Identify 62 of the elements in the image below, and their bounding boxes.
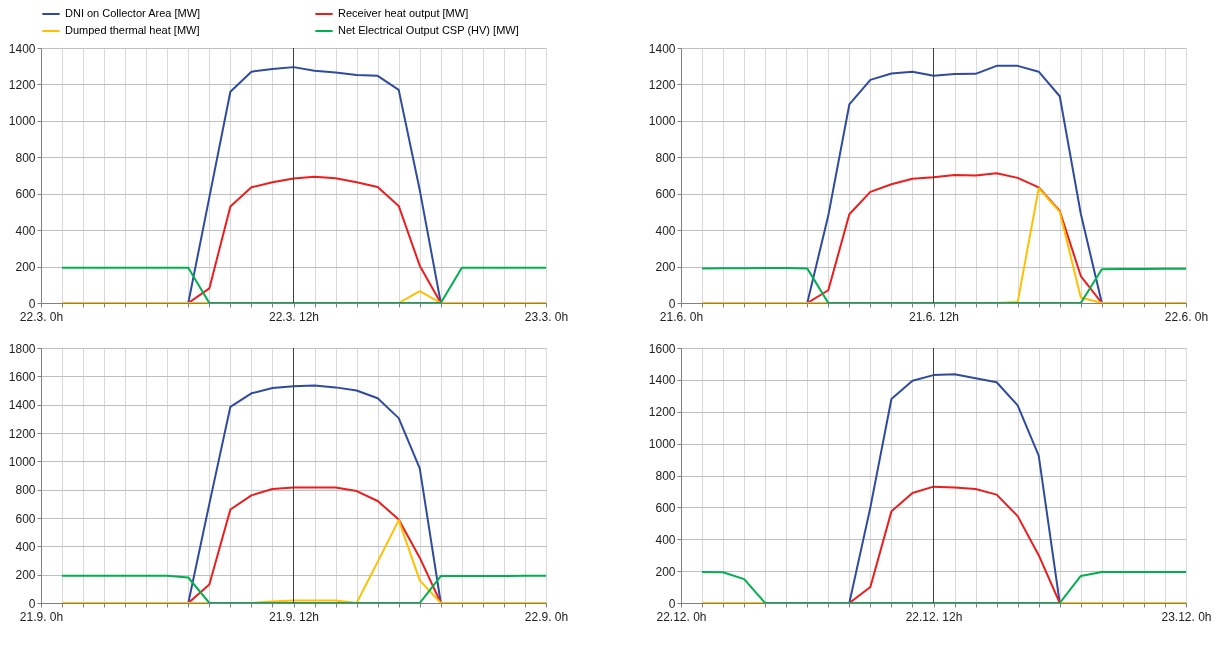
y-tick-label: 1600: [648, 341, 676, 356]
y-tick-label: 1400: [648, 373, 676, 388]
y-tick-label: 0: [668, 296, 676, 311]
line-series: [806, 172, 1103, 303]
x-tick-label: 22.6. 0h: [1164, 309, 1209, 324]
legend-label: Receiver heat output [MW]: [338, 7, 469, 19]
line-series: [187, 66, 442, 303]
y-tick-label: 800: [655, 469, 676, 483]
y-tick-label: 200: [15, 260, 36, 275]
y-tick-label: 1000: [8, 114, 36, 129]
legend-label: Dumped thermal heat [MW]: [65, 24, 200, 36]
x-tick-label: 22.12. 12h: [905, 609, 963, 624]
line-series: [848, 485, 1061, 603]
y-tick-label: 0: [668, 596, 676, 611]
y-tick-label: 400: [655, 223, 676, 238]
y-tick-label: 800: [15, 483, 36, 498]
y-tick-label: 600: [15, 511, 36, 526]
y-tick-label: 1400: [8, 398, 36, 413]
x-tick-label: 21.6. 0h: [659, 309, 704, 324]
line-series: [187, 486, 442, 603]
y-tick-label: 1600: [8, 369, 36, 384]
y-tick-label: 800: [15, 150, 36, 165]
y-tick-label: 1200: [648, 405, 676, 420]
x-tick-label: 22.12. 0h: [656, 609, 707, 624]
line-series: [806, 64, 1103, 303]
y-tick-label: 600: [15, 187, 36, 202]
y-tick-label: 400: [15, 539, 36, 554]
y-tick-label: 1800: [8, 341, 36, 356]
legend-label: DNI on Collector Area [MW]: [65, 7, 201, 19]
line-series: [701, 267, 1186, 303]
y-tick-label: 1200: [8, 426, 36, 441]
y-tick-label: 1000: [648, 114, 676, 129]
x-tick-label: 22.3. 12h: [268, 309, 320, 324]
line-series: [61, 574, 546, 603]
y-tick-label: 1400: [648, 41, 676, 56]
y-tick-label: 200: [655, 260, 676, 275]
y-tick-label: 800: [655, 150, 676, 165]
y-tick-label: 1000: [8, 454, 36, 469]
y-tick-label: 0: [28, 596, 36, 611]
line-series: [701, 570, 1186, 603]
legend-label: Net Electrical Output CSP (HV) [MW]: [338, 24, 519, 36]
x-tick-label: 23.3. 0h: [524, 309, 569, 324]
line-series: [848, 373, 1061, 603]
x-tick-label: 22.9. 0h: [524, 609, 569, 624]
y-tick-label: 200: [15, 568, 36, 583]
y-tick-label: 400: [655, 532, 676, 547]
y-tick-label: 600: [655, 500, 676, 515]
y-tick-label: 1200: [648, 77, 676, 92]
y-tick-label: 200: [655, 564, 676, 579]
y-tick-label: 1200: [8, 77, 36, 92]
y-tick-label: 400: [15, 223, 36, 238]
line-series: [187, 175, 442, 303]
y-tick-label: 0: [28, 296, 36, 311]
y-tick-label: 1000: [648, 437, 676, 452]
y-tick-label: 600: [655, 187, 676, 202]
x-tick-label: 22.3. 0h: [19, 309, 64, 324]
x-tick-label: 21.6. 12h: [908, 309, 960, 324]
x-tick-label: 23.12. 0h: [1161, 609, 1212, 624]
y-tick-label: 1400: [8, 41, 36, 56]
x-tick-label: 21.9. 0h: [19, 609, 64, 624]
x-tick-label: 21.9. 12h: [268, 609, 320, 624]
line-series: [187, 384, 442, 603]
